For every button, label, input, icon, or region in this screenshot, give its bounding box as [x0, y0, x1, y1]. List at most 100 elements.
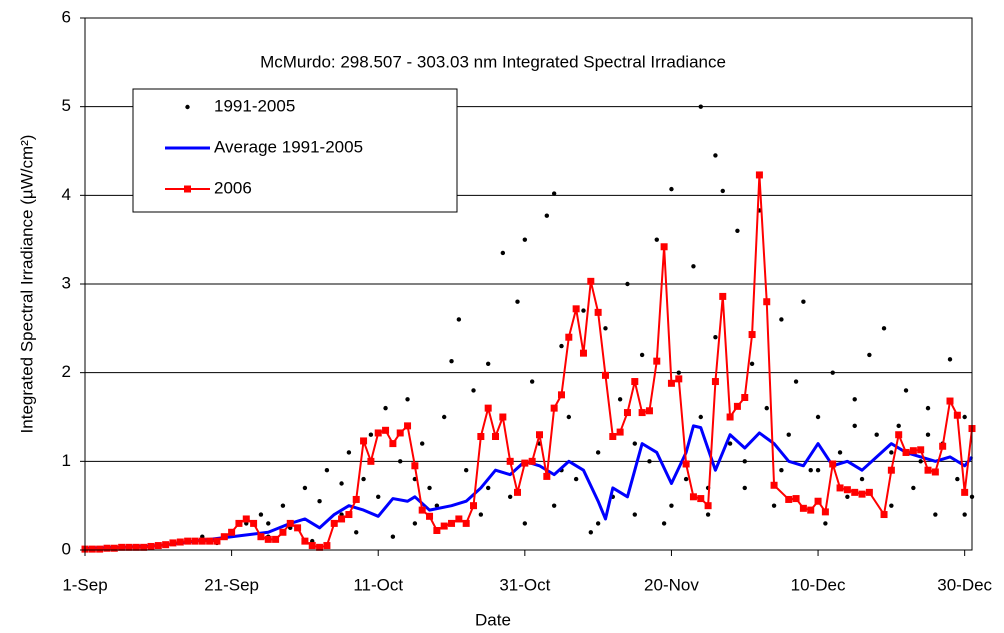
series-marker — [257, 533, 265, 541]
series-marker — [132, 543, 140, 551]
series-marker — [550, 404, 558, 412]
scatter-point — [354, 530, 359, 535]
series-marker — [220, 533, 228, 541]
scatter-point — [786, 432, 791, 437]
series-marker — [792, 495, 800, 503]
scatter-point — [324, 468, 330, 473]
scatter-point — [698, 414, 703, 420]
y-tick-label: 4 — [62, 185, 71, 204]
series-marker — [455, 515, 463, 523]
scatter-point — [823, 521, 828, 526]
series-marker — [645, 407, 653, 415]
scatter-point — [507, 494, 513, 499]
series-marker — [909, 447, 917, 455]
series-marker — [272, 535, 280, 543]
legend-label: Average 1991-2005 — [214, 137, 363, 156]
series-marker — [535, 431, 543, 439]
series-marker — [638, 409, 646, 417]
series-marker — [198, 537, 206, 545]
scatter-point — [632, 441, 637, 446]
scatter-point — [925, 432, 931, 437]
scatter-point — [566, 414, 572, 420]
series-marker — [579, 349, 587, 357]
scatter-point — [544, 213, 550, 218]
series-marker — [961, 488, 969, 496]
scatter-point — [933, 512, 938, 517]
scatter-point — [405, 397, 410, 402]
series-marker — [814, 497, 822, 505]
series-marker — [895, 431, 903, 439]
scatter-point — [661, 521, 667, 526]
series-marker — [785, 495, 793, 503]
series-marker — [88, 545, 96, 553]
scatter-point — [420, 441, 425, 446]
scatter-point — [903, 388, 909, 393]
series-marker — [851, 488, 859, 496]
series-marker — [565, 333, 573, 341]
scatter-point — [947, 357, 953, 362]
scatter-point — [625, 281, 630, 287]
scatter-point — [705, 512, 711, 517]
series-marker — [389, 440, 397, 448]
scatter-point — [427, 485, 432, 491]
series-marker — [118, 543, 126, 551]
series-marker — [543, 472, 551, 480]
series-marker — [704, 502, 712, 510]
series-marker — [433, 526, 441, 534]
series-marker — [572, 305, 580, 313]
scatter-point — [398, 459, 403, 464]
series-marker — [601, 371, 609, 379]
series-marker — [330, 519, 338, 527]
scatter-point — [339, 481, 344, 486]
series-marker — [763, 298, 771, 306]
series-marker — [836, 484, 844, 492]
x-tick-label: 1-Sep — [62, 575, 107, 594]
scatter-point — [815, 468, 821, 473]
scatter-point — [867, 352, 872, 358]
series-line — [84, 424, 974, 550]
series-marker — [477, 433, 485, 441]
series-marker — [770, 481, 778, 489]
series-marker — [470, 502, 478, 510]
series-marker — [140, 543, 148, 551]
series-marker — [506, 457, 514, 465]
scatter-point — [390, 534, 396, 539]
y-tick-label: 6 — [62, 7, 71, 26]
scatter-point — [676, 370, 681, 375]
scatter-point — [632, 512, 637, 517]
series-marker — [294, 524, 302, 532]
legend-symbol — [184, 185, 191, 193]
scatter-point — [735, 228, 740, 233]
series-marker — [499, 413, 507, 421]
scatter-point — [742, 485, 747, 491]
series-marker — [880, 511, 888, 519]
scatter-point — [603, 326, 608, 331]
scatter-point — [852, 397, 857, 402]
series-marker — [917, 446, 925, 454]
y-tick-label: 1 — [62, 451, 71, 470]
scatter-point — [874, 432, 879, 437]
scatter-point — [639, 352, 645, 358]
series-marker — [631, 378, 639, 386]
legend-symbol — [185, 104, 190, 110]
scatter-point — [485, 485, 491, 491]
scatter-point — [522, 237, 528, 242]
series-marker — [492, 433, 500, 441]
scatter-point — [955, 476, 960, 482]
series-marker — [308, 542, 316, 550]
series-marker — [528, 457, 536, 465]
series-marker — [374, 429, 382, 437]
scatter-point — [581, 308, 586, 313]
scatter-point — [859, 476, 865, 482]
series-marker — [411, 462, 419, 470]
scatter-point — [779, 468, 784, 473]
series-marker — [367, 457, 375, 465]
series-marker — [741, 393, 749, 401]
series-marker — [902, 448, 910, 456]
series-marker — [623, 409, 631, 417]
scatter-point — [669, 186, 674, 192]
scatter-point — [881, 326, 887, 331]
scatter-point — [266, 521, 271, 526]
scatter-point — [573, 476, 579, 482]
